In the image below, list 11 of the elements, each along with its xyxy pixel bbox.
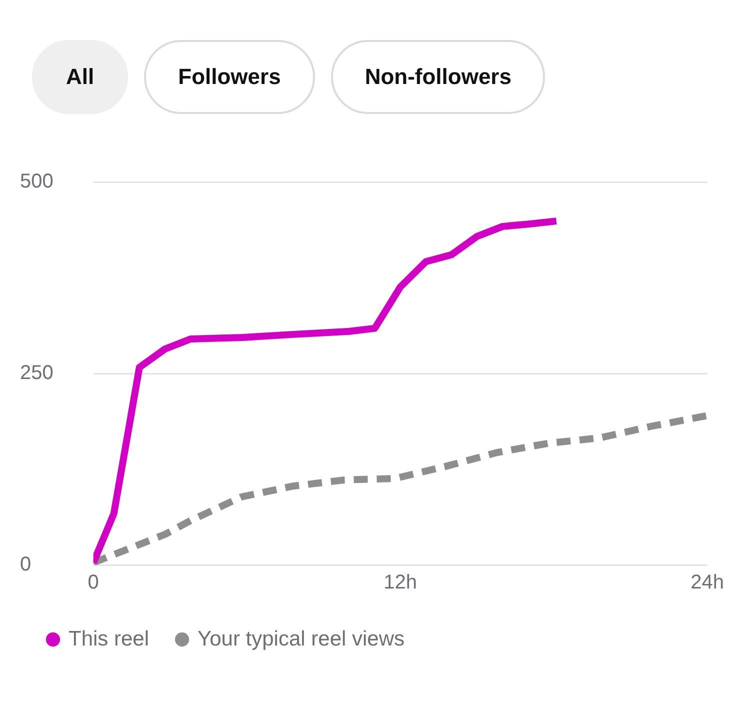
text: Followers — [144, 40, 315, 114]
x-tick-label: 0 — [88, 572, 99, 594]
legend-label: This reel — [68, 627, 150, 650]
y-tick-label: 500 — [20, 170, 54, 193]
text: Non-followers — [330, 40, 546, 114]
legend-label: Your typical reel views — [198, 627, 405, 650]
y-tick-label: 250 — [20, 362, 54, 384]
x-tick-label: 24h — [690, 572, 724, 594]
x-tick-label: 12h — [384, 572, 418, 594]
y-tick-label: 0 — [20, 554, 32, 576]
text: All — [32, 40, 128, 114]
